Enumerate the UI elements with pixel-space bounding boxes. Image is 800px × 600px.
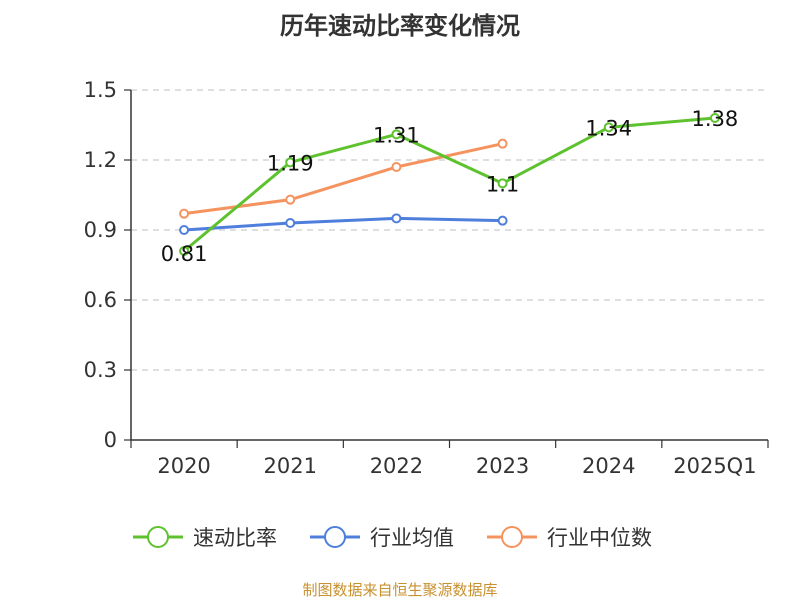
data-point [391, 213, 402, 224]
y-tick-label: 1.5 [84, 78, 117, 102]
data-label: 0.81 [161, 242, 208, 266]
data-label: 1.38 [692, 107, 739, 131]
data-label: 1.1 [486, 172, 519, 196]
data-point [179, 208, 190, 219]
data-point [285, 194, 296, 205]
data-label: 1.31 [373, 123, 420, 147]
data-point [603, 122, 614, 133]
x-tick-label: 2023 [476, 454, 529, 478]
data-label: 1.34 [585, 116, 632, 140]
series-line-1 [183, 116, 716, 253]
x-tick-label: 2021 [264, 454, 317, 478]
y-tick-label: 0.3 [84, 358, 117, 382]
x-tick-label: 2025Q1 [673, 454, 756, 478]
y-tick-label: 1.2 [84, 148, 117, 172]
x-tick-label: 2020 [157, 454, 210, 478]
legend-marker [324, 526, 346, 548]
data-point [179, 246, 190, 256]
chart-title: 历年速动比率变化情况 [280, 12, 520, 40]
data-label: 1.19 [267, 151, 314, 175]
data-point [179, 225, 190, 235]
legend-label: 速动比率 [193, 526, 277, 550]
series-line-2 [183, 216, 503, 232]
data-point [497, 178, 508, 189]
data-point [497, 215, 508, 226]
y-tick-label: 0 [104, 428, 117, 452]
x-tick-label: 2024 [582, 454, 635, 478]
data-point [285, 157, 296, 168]
data-point [391, 162, 402, 172]
series-line-3 [183, 142, 503, 216]
legend-marker [501, 526, 523, 548]
x-tick-label: 2022 [370, 454, 423, 478]
data-point [709, 113, 720, 123]
y-tick-label: 0.6 [84, 288, 117, 312]
y-tick-label: 0.9 [84, 218, 117, 242]
legend-label: 行业中位数 [547, 526, 652, 550]
source-note: 制图数据来自恒生聚源数据库 [302, 581, 498, 599]
data-point [285, 218, 296, 228]
legend-label: 行业均值 [370, 526, 454, 550]
data-point [497, 138, 508, 149]
data-point [391, 129, 402, 140]
legend-marker [147, 526, 169, 548]
